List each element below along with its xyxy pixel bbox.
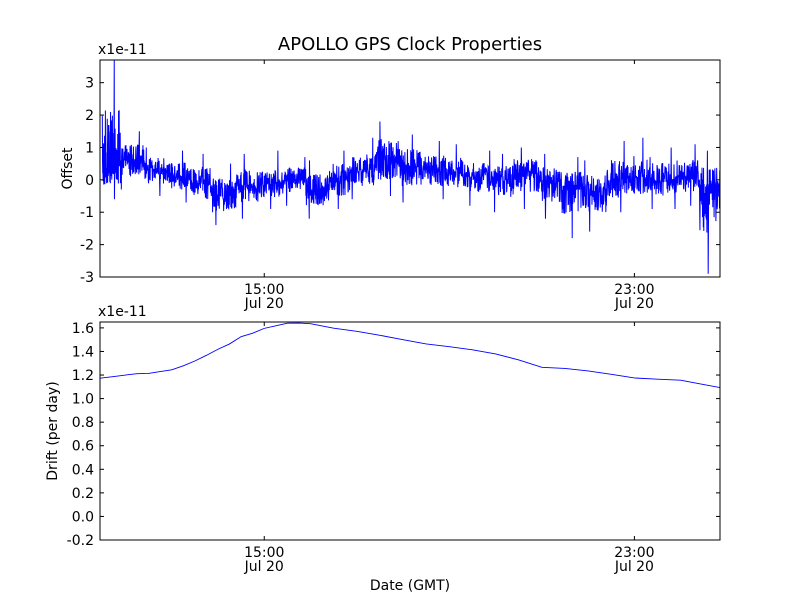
- drift-y-tick-label: 1.2: [72, 368, 94, 384]
- drift-axes-frame: [99, 321, 721, 541]
- offset-x-tick-time-label: 23:00: [614, 282, 654, 298]
- offset-y-tick-label: 3: [85, 76, 94, 92]
- offset-scale-label: x1e-11: [98, 42, 147, 58]
- offset-y-tick-label: -3: [80, 270, 94, 286]
- offset-x-tick-date-label: Jul 20: [244, 296, 284, 312]
- offset-y-axis-label: Offset: [60, 147, 76, 190]
- drift-y-tick-label: 0.0: [72, 509, 94, 525]
- offset-y-tick-label: 1: [85, 140, 94, 156]
- offset-y-tick-label: 0: [85, 173, 94, 189]
- drift-y-tick-label: 1.6: [72, 321, 94, 337]
- offset-y-tick-label: -1: [80, 205, 94, 221]
- drift-y-tick-label: 0.6: [72, 439, 94, 455]
- drift-y-tick-label: 0.4: [72, 462, 94, 478]
- drift-x-tick-date-label: Jul 20: [614, 559, 654, 575]
- offset-series-line: [101, 60, 720, 274]
- drift-y-tick-label: 1.0: [72, 392, 94, 408]
- drift-x-tick-date-label: Jul 20: [244, 559, 284, 575]
- offset-x-tick-date-label: Jul 20: [614, 296, 654, 312]
- drift-y-tick-label: 1.4: [72, 344, 94, 360]
- offset-y-tick-label: 2: [85, 108, 94, 124]
- drift-x-tick-time-label: 15:00: [244, 545, 284, 561]
- chart-title: APOLLO GPS Clock Properties: [278, 34, 542, 55]
- drift-y-tick-label: -0.2: [67, 533, 94, 549]
- drift-x-tick-time-label: 23:00: [614, 545, 654, 561]
- drift-y-tick-label: 0.2: [72, 486, 94, 502]
- drift-scale-label: x1e-11: [98, 304, 147, 320]
- offset-y-tick-label: -2: [80, 238, 94, 254]
- drift-series-line: [100, 322, 720, 389]
- offset-x-tick-time-label: 15:00: [244, 282, 284, 298]
- drift-y-tick-label: 0.8: [72, 415, 94, 431]
- offset-axes-frame: [99, 59, 721, 278]
- x-axis-label: Date (GMT): [370, 578, 450, 594]
- drift-y-axis-label: Drift (per day): [45, 381, 61, 480]
